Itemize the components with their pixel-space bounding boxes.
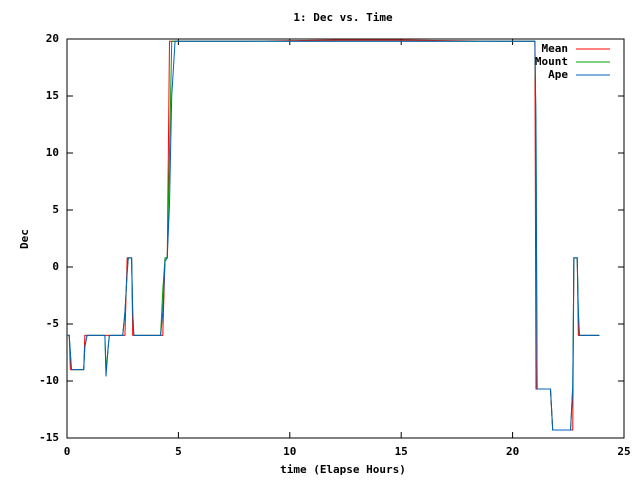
y-tick-label: 20 — [46, 32, 59, 45]
y-tick-label: 0 — [52, 260, 59, 273]
y-tick-label: -5 — [46, 317, 59, 330]
legend-label: Mean — [542, 42, 569, 55]
y-tick-label: 10 — [46, 146, 59, 159]
series-line — [67, 40, 600, 431]
legend-label: Ape — [548, 68, 568, 81]
x-tick-label: 20 — [506, 445, 519, 458]
x-tick-label: 0 — [64, 445, 71, 458]
y-axis-label: Dec — [18, 229, 31, 249]
x-tick-label: 5 — [175, 445, 182, 458]
plot-border — [66, 38, 625, 439]
chart-title: 1: Dec vs. Time — [293, 11, 393, 24]
y-tick-label: 5 — [52, 203, 59, 216]
y-tick-label: -10 — [39, 374, 59, 387]
legend-label: Mount — [535, 55, 568, 68]
x-axis-label: time (Elapse Hours) — [280, 463, 406, 476]
x-tick-label: 25 — [617, 445, 630, 458]
y-tick-label: 15 — [46, 89, 59, 102]
y-tick-label: -15 — [39, 431, 59, 444]
x-tick-label: 15 — [395, 445, 408, 458]
x-tick-label: 10 — [283, 445, 296, 458]
